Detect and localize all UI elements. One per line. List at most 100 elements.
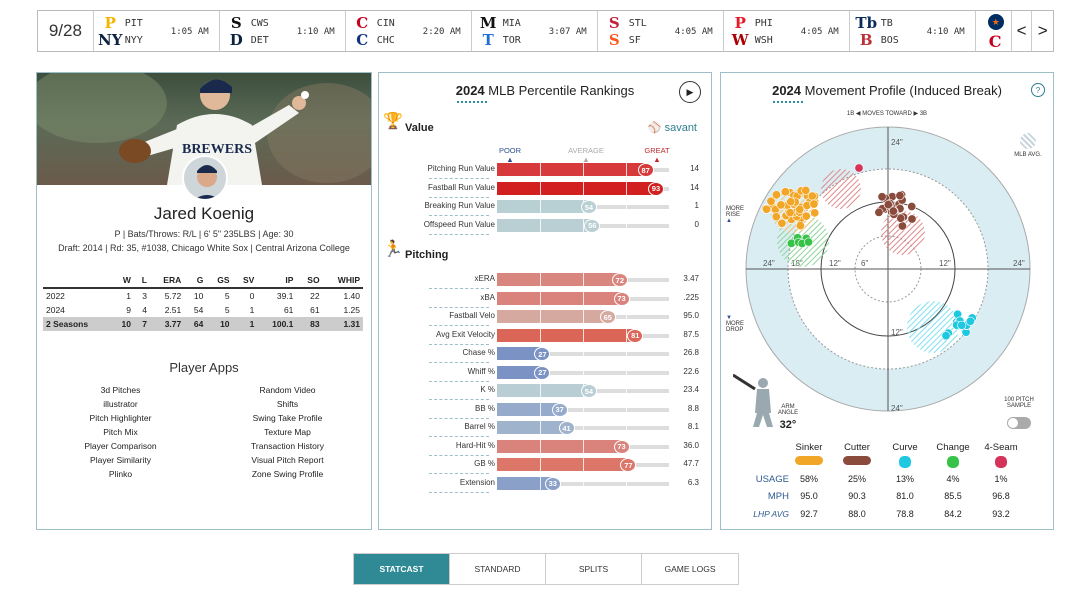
player-app-link[interactable]: Pitch Highlighter	[89, 413, 152, 423]
bar-gridline	[626, 328, 627, 342]
player-apps-right-list: Random Video Shifts Swing Take Profile Text…	[204, 383, 371, 481]
percentile-row[interactable]: Barrel % 41 8.1	[379, 421, 713, 437]
metric-value: 1	[694, 201, 699, 210]
savant-link[interactable]: ⚾ savant	[647, 122, 697, 134]
percentile-row[interactable]: xBA 73 .225	[379, 291, 713, 308]
bar-gridline	[583, 291, 584, 305]
tab-splits[interactable]: SPLITS	[546, 554, 642, 584]
player-app-link[interactable]: Zone Swing Profile	[251, 469, 324, 479]
percentile-row[interactable]: GB % 77 47.7	[379, 458, 713, 474]
player-app-link[interactable]: illustrator	[103, 399, 138, 409]
percentile-row[interactable]: BB % 37 8.8	[379, 402, 713, 419]
row-divider	[429, 343, 489, 345]
bar-gridline	[540, 200, 541, 213]
cutter-pitch-dot	[895, 191, 905, 201]
sinker-pitch-dot	[809, 199, 819, 209]
player-app-link[interactable]: Player Similarity	[90, 455, 151, 465]
pitch-mph-value: 90.3	[848, 491, 866, 501]
bar-gridline	[626, 402, 627, 416]
percentile-row[interactable]: Chase % 27 26.8	[379, 347, 713, 363]
home-team-abbr: CHC	[376, 34, 395, 46]
metric-label: xBA	[480, 292, 495, 302]
pitch-legend-item: Sinker	[787, 442, 831, 465]
percentile-bar	[497, 384, 590, 397]
chart-tick-label: 12"	[891, 328, 903, 337]
pitch-sample-toggle[interactable]	[1007, 417, 1031, 429]
percentile-row[interactable]: Breaking Run Value 54 1	[379, 200, 713, 216]
chart-tick-label: 24"	[891, 404, 903, 413]
player-app-link[interactable]: Swing Take Profile	[252, 413, 323, 423]
game-card[interactable]: P PIT NY NYY 1:05 AM	[94, 11, 220, 51]
player-app-link[interactable]: Visual Pitch Report	[251, 455, 324, 465]
percentile-bar	[497, 439, 623, 453]
pitch-lhp-value: 92.7	[800, 509, 818, 519]
percentile-row[interactable]: Fastball Velo 65 95.0	[379, 310, 713, 326]
play-icon[interactable]: ▶	[679, 81, 701, 103]
home-team: NY NYY	[98, 31, 143, 49]
percentile-row[interactable]: Fastball Run Value 93 14	[379, 181, 713, 198]
games-strip: P PIT NY NYY 1:05 AM S CWS D DET 1:10 AM C CIN C CHC 2…	[94, 11, 976, 51]
player-app-link[interactable]: Pitch Mix	[103, 427, 138, 437]
row-divider	[429, 491, 489, 493]
game-card[interactable]: S STL S SF 4:05 AM	[598, 11, 724, 51]
player-app-link[interactable]: Shifts	[276, 399, 299, 409]
percentile-row[interactable]: Avg Exit Velocity 81 87.5	[379, 328, 713, 345]
game-card[interactable]: C CIN C CHC 2:20 AM	[346, 11, 472, 51]
player-app-link[interactable]: Player Comparison	[84, 441, 157, 451]
percentile-row[interactable]: Extension 33 6.3	[379, 476, 713, 493]
percentile-row[interactable]: Hard-Hit % 73 36.0	[379, 439, 713, 456]
game-card[interactable]: P PHI W WSH 4:05 AM	[724, 11, 850, 51]
player-app-link[interactable]: 3d Pitches	[100, 385, 141, 395]
metric-label: Barrel %	[464, 422, 495, 431]
sinker-pitch-dot	[801, 211, 811, 221]
home-team-abbr: DET	[250, 34, 269, 46]
stats-row: 2 Seasons 10 7 3.77 64 10 1 100.1 83 1.31	[43, 317, 363, 331]
sinker-pitch-dot	[785, 208, 795, 218]
pitch-usage-value: 1%	[994, 474, 1008, 484]
stats-cell: 2.51	[164, 305, 182, 315]
pitch-usage-value: 4%	[946, 474, 960, 484]
home-team-logo-icon: C	[356, 31, 369, 49]
percentile-value-badge: 77	[620, 458, 637, 472]
player-app-link[interactable]: Plinko	[108, 469, 133, 479]
help-icon[interactable]: ?	[1031, 83, 1045, 97]
bar-gridline	[583, 273, 584, 286]
next-arrow-button[interactable]: >	[1037, 21, 1048, 40]
bar-gridline	[540, 421, 541, 434]
home-team: T TOR	[480, 31, 521, 49]
pitch-legend-item: 4-Seam	[979, 442, 1023, 468]
player-app-link[interactable]: Texture Map	[264, 427, 311, 437]
percentile-row[interactable]: Offspeed Run Value 56 0	[379, 218, 713, 235]
metric-label: Avg Exit Velocity	[436, 329, 495, 339]
pitcher-silhouette-icon: 🏃	[383, 241, 403, 258]
metric-label: Fastball Velo	[449, 311, 495, 320]
percentile-value-badge: 93	[647, 181, 664, 196]
percentile-value-badge: 72	[611, 273, 628, 287]
tab-statcast[interactable]: STATCAST	[354, 554, 450, 584]
away-team-logo-icon: P	[104, 14, 116, 32]
game-card[interactable]: M MIA T TOR 3:07 AM	[472, 11, 598, 51]
tab-standard[interactable]: STANDARD	[450, 554, 546, 584]
prev-arrow-button[interactable]: <	[1012, 11, 1033, 51]
percentile-value-badge: 37	[551, 402, 568, 417]
bar-gridline	[540, 439, 541, 453]
player-app-link[interactable]: Transaction History	[251, 441, 324, 451]
tab-game-logs[interactable]: GAME LOGS	[664, 564, 716, 574]
away-team: C CIN	[354, 14, 395, 32]
row-divider	[429, 454, 489, 456]
percentile-row[interactable]: Whiff % 27 22.6	[379, 365, 713, 382]
player-app-link[interactable]: Random Video	[259, 385, 316, 395]
chart-tick-label: 24"	[763, 259, 775, 268]
percentile-value-badge: 87	[637, 163, 654, 177]
bar-gridline	[626, 347, 627, 360]
percentile-bar	[497, 347, 544, 360]
mlb-avg-legend: MLB AVG.	[1013, 133, 1043, 158]
game-card-partial[interactable]: ★ C	[976, 11, 1012, 51]
stats-header-cell: L	[133, 273, 150, 289]
percentile-row[interactable]: xERA 72 3.47	[379, 273, 713, 289]
bar-gridline	[540, 163, 541, 176]
percentile-row[interactable]: K % 54 23.4	[379, 384, 713, 400]
game-card[interactable]: Tb TB B BOS 4:10 AM	[850, 11, 976, 51]
percentile-row[interactable]: Pitching Run Value 87 14	[379, 163, 713, 179]
game-card[interactable]: S CWS D DET 1:10 AM	[220, 11, 346, 51]
